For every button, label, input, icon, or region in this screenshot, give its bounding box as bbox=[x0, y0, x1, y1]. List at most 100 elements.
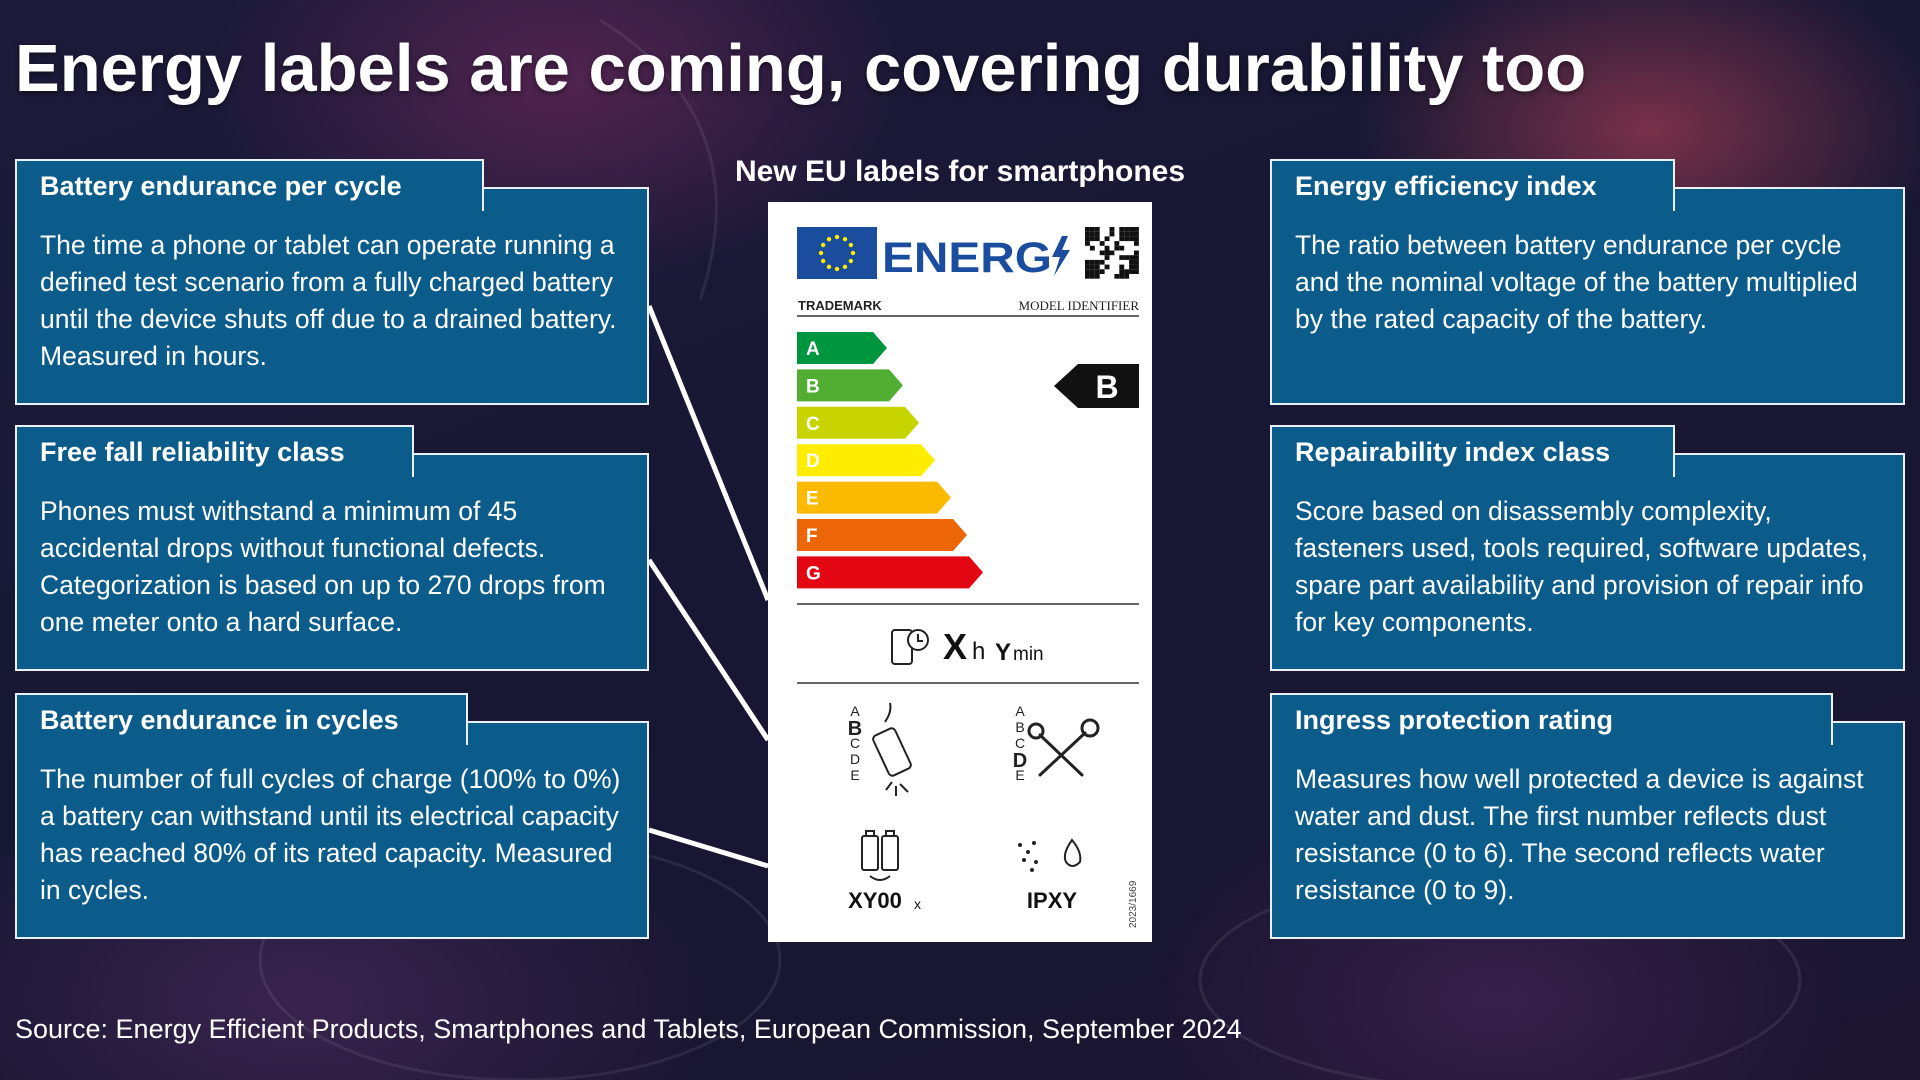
qr-cell bbox=[1134, 227, 1139, 232]
qr-cell bbox=[1089, 227, 1095, 232]
qr-cell bbox=[1085, 259, 1090, 265]
qr-cell bbox=[1134, 231, 1139, 237]
ip-code: IPXY bbox=[1027, 888, 1077, 913]
endurance-x-unit: h bbox=[972, 638, 985, 665]
source: Source: Energy Efficient Products, Smart… bbox=[15, 1014, 1242, 1044]
qr-code bbox=[1085, 227, 1139, 279]
class-letter: B bbox=[848, 718, 862, 740]
class-arrow bbox=[797, 481, 951, 514]
qr-cell bbox=[1129, 227, 1134, 232]
qr-cell bbox=[1099, 269, 1105, 274]
qr-cell bbox=[1124, 255, 1130, 260]
eu-star bbox=[834, 234, 840, 240]
qr-cell bbox=[1114, 245, 1120, 251]
qr-cell bbox=[1124, 269, 1130, 274]
qr-cell bbox=[1119, 245, 1125, 251]
energy-label: ENERG TRADEMARK MODEL IDENTIFIER ABCDEFG… bbox=[768, 202, 1152, 942]
qr-cell bbox=[1124, 227, 1130, 232]
class-letter: G bbox=[806, 563, 821, 584]
class-letter: E bbox=[850, 767, 859, 783]
class-letter: D bbox=[806, 451, 820, 472]
battery-cycles-icon bbox=[861, 830, 899, 881]
qr-cell bbox=[1129, 231, 1134, 237]
class-arrow bbox=[797, 369, 903, 402]
dust-water-icon bbox=[1018, 838, 1082, 872]
qr-cell bbox=[1124, 231, 1130, 237]
class-arrow bbox=[797, 519, 967, 551]
class-letter: A bbox=[806, 339, 820, 360]
eu-star bbox=[842, 264, 848, 270]
class-letter: B bbox=[1015, 719, 1024, 735]
qr-cell bbox=[1089, 259, 1095, 265]
class-arrow bbox=[797, 406, 919, 439]
qr-cell bbox=[1119, 264, 1125, 270]
qr-cell bbox=[1119, 227, 1125, 232]
class-letter: E bbox=[1015, 767, 1024, 783]
model-identifier: MODEL IDENTIFIER bbox=[1019, 298, 1140, 313]
qr-cell bbox=[1109, 231, 1115, 237]
energy-bolt bbox=[1052, 236, 1070, 276]
qr-cell bbox=[1119, 269, 1125, 274]
qr-cell bbox=[1129, 264, 1134, 270]
qr-cell bbox=[1094, 259, 1100, 265]
qr-cell bbox=[1089, 245, 1095, 251]
qr-cell bbox=[1129, 259, 1134, 265]
qr-cell bbox=[1094, 269, 1100, 274]
qr-cell bbox=[1119, 255, 1125, 260]
qr-cell bbox=[1085, 241, 1090, 246]
panel-body: Score based on disassembly complexity, f… bbox=[1270, 453, 1905, 671]
fall-icon bbox=[872, 702, 912, 796]
class-arrow bbox=[797, 556, 983, 589]
qr-cell bbox=[1134, 269, 1139, 274]
qr-cell bbox=[1089, 231, 1095, 237]
eu-star bbox=[848, 258, 854, 264]
eu-star bbox=[820, 242, 826, 248]
qr-cell bbox=[1104, 255, 1110, 260]
panel-body: The ratio between battery endurance per … bbox=[1270, 187, 1905, 405]
class-letter: F bbox=[806, 526, 818, 547]
qr-cell bbox=[1104, 250, 1110, 256]
regulation-number: 2023/1669 bbox=[1128, 880, 1139, 928]
eu-star bbox=[842, 236, 848, 242]
class-letter: D bbox=[850, 751, 860, 767]
qr-cell bbox=[1104, 245, 1110, 251]
endurance-y: Y bbox=[995, 639, 1011, 666]
qr-cell bbox=[1085, 264, 1090, 270]
connector-line bbox=[646, 558, 771, 742]
qr-cell bbox=[1114, 241, 1120, 246]
qr-cell bbox=[1109, 250, 1115, 256]
qr-cell bbox=[1085, 269, 1090, 274]
qr-cell bbox=[1134, 250, 1139, 256]
connectors bbox=[646, 305, 771, 869]
qr-cell bbox=[1085, 274, 1090, 279]
qr-cell bbox=[1134, 241, 1139, 246]
qr-cell bbox=[1094, 236, 1100, 242]
qr-cell bbox=[1124, 236, 1130, 242]
panel-heading: Battery endurance in cycles bbox=[15, 693, 468, 745]
qr-cell bbox=[1134, 255, 1139, 260]
qr-cell bbox=[1114, 274, 1120, 279]
endurance-y-unit: min bbox=[1013, 644, 1044, 665]
qr-cell bbox=[1089, 274, 1095, 279]
panel-heading: Ingress protection rating bbox=[1270, 693, 1833, 745]
qr-cell bbox=[1119, 231, 1125, 237]
cycles-value: XY00 bbox=[848, 888, 902, 913]
rating-marker bbox=[1054, 364, 1139, 408]
panel-heading: Battery endurance per cycle bbox=[15, 159, 484, 211]
qr-cell bbox=[1099, 250, 1105, 256]
repair-icon bbox=[1027, 718, 1100, 777]
eu-star bbox=[834, 266, 840, 272]
panel-body: Phones must withstand a minimum of 45 ac… bbox=[15, 453, 649, 671]
eu-star bbox=[850, 250, 856, 256]
endurance-x: X bbox=[943, 626, 967, 667]
qr-cell bbox=[1119, 274, 1125, 279]
panel-heading: Energy efficiency index bbox=[1270, 159, 1675, 211]
eu-stars bbox=[818, 234, 856, 272]
connector-line bbox=[648, 827, 769, 869]
energy-logo: ENERG bbox=[882, 234, 1052, 282]
eu-star bbox=[818, 250, 824, 256]
qr-cell bbox=[1094, 274, 1100, 279]
qr-cell bbox=[1134, 259, 1139, 265]
